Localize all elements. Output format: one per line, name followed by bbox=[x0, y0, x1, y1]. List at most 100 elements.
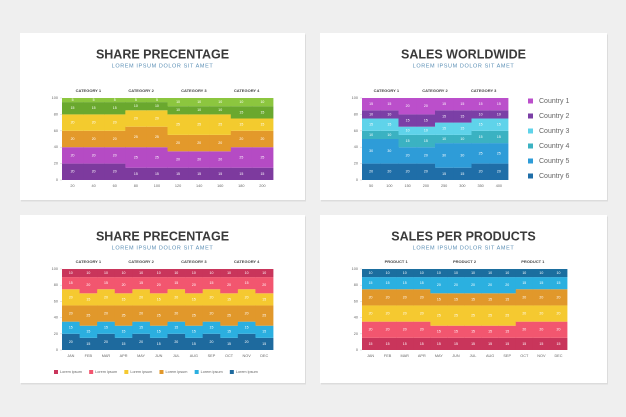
legend-label: Lorem ipsum bbox=[60, 370, 82, 374]
y-tick-label: 0 bbox=[356, 178, 358, 182]
group-label: PRODUCT 2 bbox=[453, 259, 477, 264]
segment-label: 5 bbox=[135, 98, 137, 102]
segment-label: 15 bbox=[260, 172, 264, 176]
area-segment bbox=[188, 98, 211, 107]
segment-label: 10 bbox=[387, 133, 391, 137]
segment-label: 15 bbox=[471, 297, 475, 301]
area-segment bbox=[167, 151, 189, 168]
area-segment bbox=[79, 293, 98, 306]
area-segment bbox=[464, 269, 482, 278]
area-segment bbox=[114, 293, 133, 306]
segment-label: 15 bbox=[192, 297, 196, 301]
area-segment bbox=[167, 167, 189, 180]
segment-label: 25 bbox=[488, 313, 492, 317]
area-segment bbox=[447, 293, 465, 306]
segment-label: 20 bbox=[557, 295, 561, 299]
segment-label: 20 bbox=[245, 295, 249, 299]
group-label: CATEGORY 4 bbox=[234, 88, 260, 93]
segment-label: 15 bbox=[454, 297, 458, 301]
segment-label: 10 bbox=[157, 271, 161, 275]
segment-label: 15 bbox=[369, 123, 373, 127]
legend-label: Lorem ipsum bbox=[130, 370, 152, 374]
segment-label: 15 bbox=[192, 330, 196, 334]
area-segment bbox=[255, 325, 274, 338]
segment-label: 15 bbox=[471, 330, 475, 334]
y-tick-label: 20 bbox=[354, 162, 358, 166]
segment-label: 10 bbox=[369, 133, 373, 137]
area-segment bbox=[481, 293, 500, 306]
area-segment bbox=[132, 277, 151, 290]
segment-label: 20 bbox=[522, 328, 526, 332]
area-segment bbox=[380, 163, 399, 180]
area-segment bbox=[185, 325, 204, 338]
area-segment bbox=[362, 289, 380, 306]
segment-label: 5 bbox=[114, 98, 116, 102]
area-segment bbox=[167, 305, 186, 322]
area-segment bbox=[83, 130, 105, 148]
x-tick-label: 40 bbox=[92, 184, 96, 188]
x-tick-label: JUN bbox=[155, 354, 163, 358]
legend-swatch bbox=[194, 370, 199, 374]
segment-label: 20 bbox=[437, 283, 441, 287]
segment-label: 10 bbox=[197, 100, 201, 104]
area-segment bbox=[97, 289, 116, 306]
segment-label: 20 bbox=[387, 170, 391, 174]
segment-label: 15 bbox=[139, 281, 143, 285]
segment-label: 15 bbox=[522, 342, 526, 346]
card-title: SALES WORLDWIDE bbox=[401, 47, 526, 61]
area-segment bbox=[167, 114, 189, 135]
segment-label: 15 bbox=[122, 342, 126, 346]
segment-label: 20 bbox=[424, 104, 428, 108]
segment-label: 20 bbox=[403, 311, 407, 315]
y-tick-label: 40 bbox=[354, 145, 358, 149]
segment-label: 15 bbox=[192, 342, 196, 346]
segment-label: 20 bbox=[471, 283, 475, 287]
area-segment bbox=[220, 269, 239, 278]
segment-label: 15 bbox=[210, 281, 214, 285]
x-tick-label: JAN bbox=[367, 354, 374, 358]
legend-swatch bbox=[528, 98, 533, 104]
segment-label: 25 bbox=[176, 123, 180, 127]
segment-label: 15 bbox=[71, 106, 75, 110]
area-segment bbox=[185, 269, 204, 278]
area-segment bbox=[62, 289, 80, 306]
area-segment bbox=[515, 321, 534, 338]
area-segment bbox=[220, 277, 239, 294]
segment-label: 25 bbox=[505, 313, 509, 317]
area-segment bbox=[532, 289, 551, 306]
segment-label: 15 bbox=[157, 330, 161, 334]
area-segment bbox=[453, 98, 472, 111]
segment-label: 20 bbox=[386, 328, 390, 332]
x-tick-label: 100 bbox=[154, 184, 160, 188]
area-segment bbox=[209, 98, 232, 107]
segment-label: 15 bbox=[69, 326, 73, 330]
segment-label: 20 bbox=[479, 170, 483, 174]
area-segment bbox=[453, 110, 472, 123]
area-segment bbox=[471, 110, 491, 119]
area-segment bbox=[167, 134, 189, 152]
y-tick-label: 40 bbox=[54, 316, 58, 320]
segment-label: 20 bbox=[539, 328, 543, 332]
area-segment bbox=[149, 293, 168, 306]
area-segment bbox=[220, 325, 239, 338]
segment-label: 15 bbox=[197, 172, 201, 176]
y-tick-label: 20 bbox=[54, 332, 58, 336]
area-segment bbox=[83, 98, 105, 103]
area-segment bbox=[62, 321, 80, 334]
segment-label: 10 bbox=[424, 129, 428, 133]
area-segment bbox=[209, 106, 232, 115]
area-segment bbox=[413, 277, 431, 290]
segment-label: 10 bbox=[134, 104, 138, 108]
area-segment bbox=[202, 321, 221, 334]
area-segment bbox=[188, 167, 211, 180]
card-subtitle: LOREM IPSUM DOLOR SIT AMET bbox=[413, 245, 515, 251]
segment-label: 10 bbox=[218, 100, 222, 104]
area-segment bbox=[379, 305, 397, 322]
segment-label: 25 bbox=[157, 313, 161, 317]
area-segment bbox=[447, 277, 465, 294]
area-segment bbox=[114, 325, 133, 338]
area-segment bbox=[430, 277, 448, 294]
segment-label: 20 bbox=[403, 295, 407, 299]
area-segment bbox=[209, 114, 232, 135]
area-segment bbox=[149, 269, 168, 278]
